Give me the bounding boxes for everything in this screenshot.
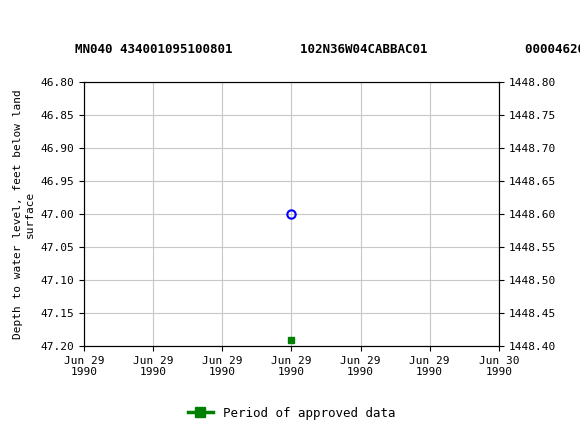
- Y-axis label: Depth to water level, feet below land
surface: Depth to water level, feet below land su…: [13, 89, 35, 339]
- Legend: Period of approved data: Period of approved data: [183, 402, 400, 424]
- Text: ≋USGS: ≋USGS: [9, 12, 79, 29]
- Text: MN040 434001095100801         102N36W04CABBAC01             0000462065: MN040 434001095100801 102N36W04CABBAC01 …: [75, 43, 580, 56]
